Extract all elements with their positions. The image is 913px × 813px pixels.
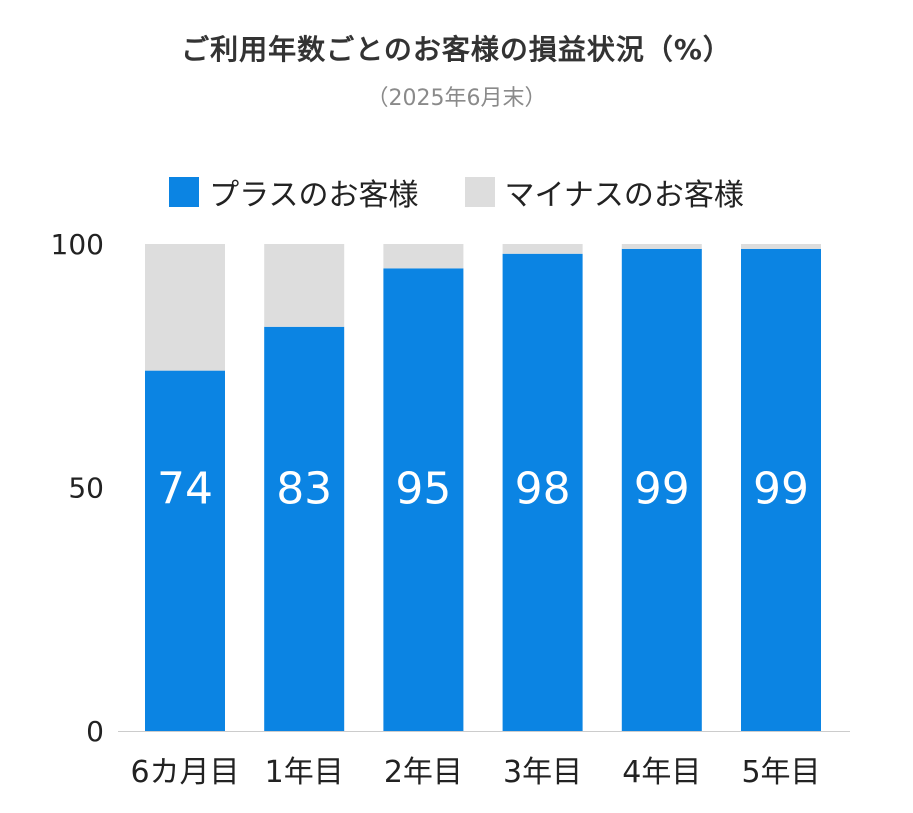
legend-swatch-plus (169, 177, 200, 207)
legend-label-minus: マイナスのお客様 (504, 178, 744, 213)
x-tick-label: 3年目 (503, 755, 582, 790)
bar-plus (145, 370, 225, 731)
legend-swatch-minus (464, 177, 495, 207)
x-tick-label: 2年目 (384, 755, 463, 790)
bar-minus (145, 244, 225, 371)
chart-title: ご利用年数ごとのお客様の損益状況（%） (181, 33, 732, 66)
legend-item-minus: マイナスのお客様 (464, 170, 744, 214)
bar-minus (264, 244, 345, 327)
bar-plus (264, 326, 345, 731)
bar-minus (383, 244, 464, 269)
legend-label-plus: プラスのお客様 (209, 178, 419, 213)
x-tick-label: 5年目 (741, 755, 820, 790)
x-tick-label: 6カ月目 (130, 755, 239, 790)
bar-data-label: 74 (157, 464, 213, 515)
x-tick-label: 1年目 (265, 755, 344, 790)
bar-data-label: 99 (634, 464, 690, 515)
y-tick-label: 50 (68, 472, 104, 505)
bar-minus (502, 244, 583, 254)
bar-plus (383, 268, 464, 731)
bar-data-label: 99 (753, 464, 809, 515)
bar-plus (741, 248, 821, 731)
bar-minus (741, 244, 821, 249)
bar-data-label: 83 (276, 464, 332, 515)
chart-legend: プラスのお客様 マイナスのお客様 (0, 170, 913, 214)
y-tick-label: 0 (86, 715, 104, 748)
bar-data-label: 95 (395, 464, 451, 515)
bar-plus (621, 248, 702, 731)
bar-minus (621, 244, 702, 249)
y-tick-label: 100 (51, 228, 104, 261)
legend-item-plus: プラスのお客様 (169, 170, 419, 214)
bar-plus (502, 253, 583, 732)
x-tick-label: 4年目 (622, 755, 701, 790)
bar-data-label: 98 (515, 464, 571, 515)
chart-subtitle: （2025年6月末） (366, 86, 547, 111)
